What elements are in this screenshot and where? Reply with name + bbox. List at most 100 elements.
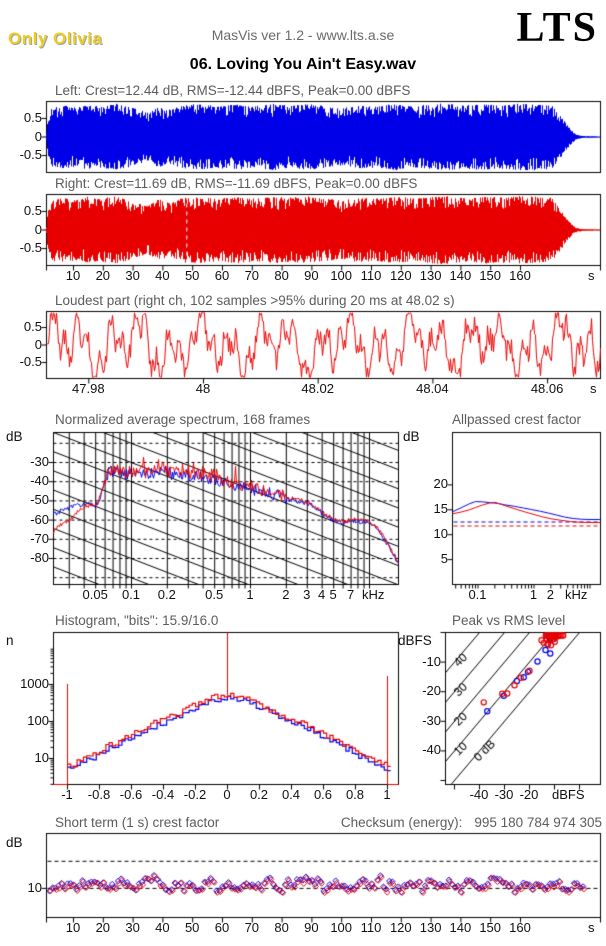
tick-label: -10	[422, 653, 441, 669]
tick-label: 10	[27, 879, 42, 895]
tick-label: 2	[546, 587, 554, 602]
right-waveform-plot	[36, 184, 606, 275]
tick-label: -70	[30, 530, 49, 546]
tick-label: 120	[389, 920, 412, 935]
tick-label: 120	[389, 268, 412, 283]
tick-label: 110	[360, 920, 382, 935]
histogram-plot	[43, 622, 408, 794]
tick-label: 7	[346, 587, 355, 602]
tick-label: 0.1	[121, 587, 141, 602]
tick-label: 90	[304, 920, 319, 935]
short-term-plot	[36, 823, 606, 927]
tick-label: -0.5	[19, 147, 42, 163]
tick-label: 130	[419, 268, 442, 283]
short-term-ylabel: dB	[6, 835, 23, 850]
tick-label: 50	[184, 268, 200, 283]
tick-label: -0.2	[183, 787, 207, 802]
tick-label: 48	[195, 381, 211, 396]
tick-label: 150	[479, 268, 502, 283]
tick-label: -30	[494, 787, 514, 802]
tick-label: 40	[155, 268, 170, 283]
tick-label: 0.6	[313, 787, 333, 802]
tick-label: 0.5	[23, 319, 42, 335]
tick-label: -1	[61, 787, 73, 802]
tick-label: 100	[330, 268, 353, 283]
tick-label: 1	[529, 587, 538, 602]
tick-label: 160	[509, 268, 531, 283]
allpass-crest-plot	[442, 422, 606, 594]
tick-label: 10	[34, 750, 49, 765]
tick-label: 140	[449, 920, 472, 935]
tick-label: 0.05	[82, 587, 108, 602]
tick-label: -80	[30, 550, 49, 565]
tick-label: 10	[433, 526, 448, 542]
tick-label: -50	[30, 492, 49, 508]
lts-logo: LTS	[516, 5, 598, 51]
tick-label: 60	[214, 920, 230, 935]
tick-label: 110	[360, 268, 382, 283]
tick-label: 10	[65, 268, 81, 283]
tick-label: 100	[330, 920, 353, 935]
tick-label: -0.8	[87, 787, 111, 802]
tick-label: s	[590, 381, 597, 396]
tick-label: kHz	[362, 587, 385, 602]
tick-label: 30	[125, 268, 140, 283]
tick-label: 40	[155, 920, 170, 935]
peak-vs-rms-plot	[435, 622, 606, 794]
tick-label: kHz	[565, 587, 588, 602]
tick-label: 90	[304, 268, 319, 283]
tick-label: 0.5	[205, 587, 224, 602]
tick-label: 70	[244, 268, 260, 283]
left-waveform-plot	[36, 91, 606, 182]
tick-label: 80	[274, 268, 289, 283]
tick-label: 47.98	[72, 381, 105, 396]
tick-label: -0.5	[19, 353, 42, 369]
tick-label: 130	[419, 920, 442, 935]
tick-label: -40	[30, 473, 49, 489]
spectrum-plot	[43, 422, 408, 594]
tick-label: 160	[509, 920, 531, 935]
tick-label: 0	[34, 336, 42, 352]
tick-label: 100	[27, 713, 49, 728]
tick-label: -40	[422, 742, 441, 758]
track-title: 06. Loving You Ain't Easy.wav	[189, 56, 417, 73]
tick-label: 48.06	[530, 381, 564, 396]
tick-label: -20	[519, 787, 539, 802]
tick-label: -0.5	[19, 240, 42, 256]
tick-label: 48.02	[301, 381, 334, 396]
tick-label: 50	[184, 920, 200, 935]
tick-label: 0.5	[23, 202, 42, 218]
tick-label: -30	[30, 454, 49, 469]
tick-label: 0.2	[249, 787, 269, 802]
tick-label: 70	[244, 920, 260, 935]
app-version-line: MasVis ver 1.2 - www.lts.a.se	[211, 27, 395, 43]
tick-label: 15	[433, 501, 448, 517]
tick-label: 0.5	[23, 109, 42, 125]
tick-label: -0.6	[119, 787, 143, 802]
tick-label: 1	[246, 587, 254, 602]
tick-label: 0.4	[281, 787, 301, 802]
tick-label: 2	[282, 587, 290, 602]
tick-label: 3	[303, 587, 311, 602]
tick-label: -20	[422, 683, 441, 699]
tick-label: 20	[95, 920, 111, 935]
tick-label: 5	[329, 587, 337, 602]
loudest-part-plot	[36, 301, 606, 388]
tick-label: 30	[125, 920, 140, 935]
tick-label: 60	[214, 268, 230, 283]
tick-label: -0.4	[151, 787, 175, 802]
tick-label: 1000	[20, 676, 49, 691]
tick-label: 10	[65, 920, 81, 935]
tick-label: dBFS	[552, 787, 585, 802]
spectrum-ylabel: dB	[6, 429, 23, 444]
tick-label: 150	[479, 920, 502, 935]
tick-label: 0.1	[468, 587, 487, 602]
tick-label: s	[588, 268, 595, 283]
tick-label: 20	[95, 268, 111, 283]
tick-label: 0	[34, 128, 42, 144]
collection-name: Only Olivia	[8, 29, 103, 48]
tick-label: 0	[34, 221, 42, 237]
histogram-ylabel: n	[6, 633, 14, 648]
tick-label: 0.8	[345, 787, 365, 802]
